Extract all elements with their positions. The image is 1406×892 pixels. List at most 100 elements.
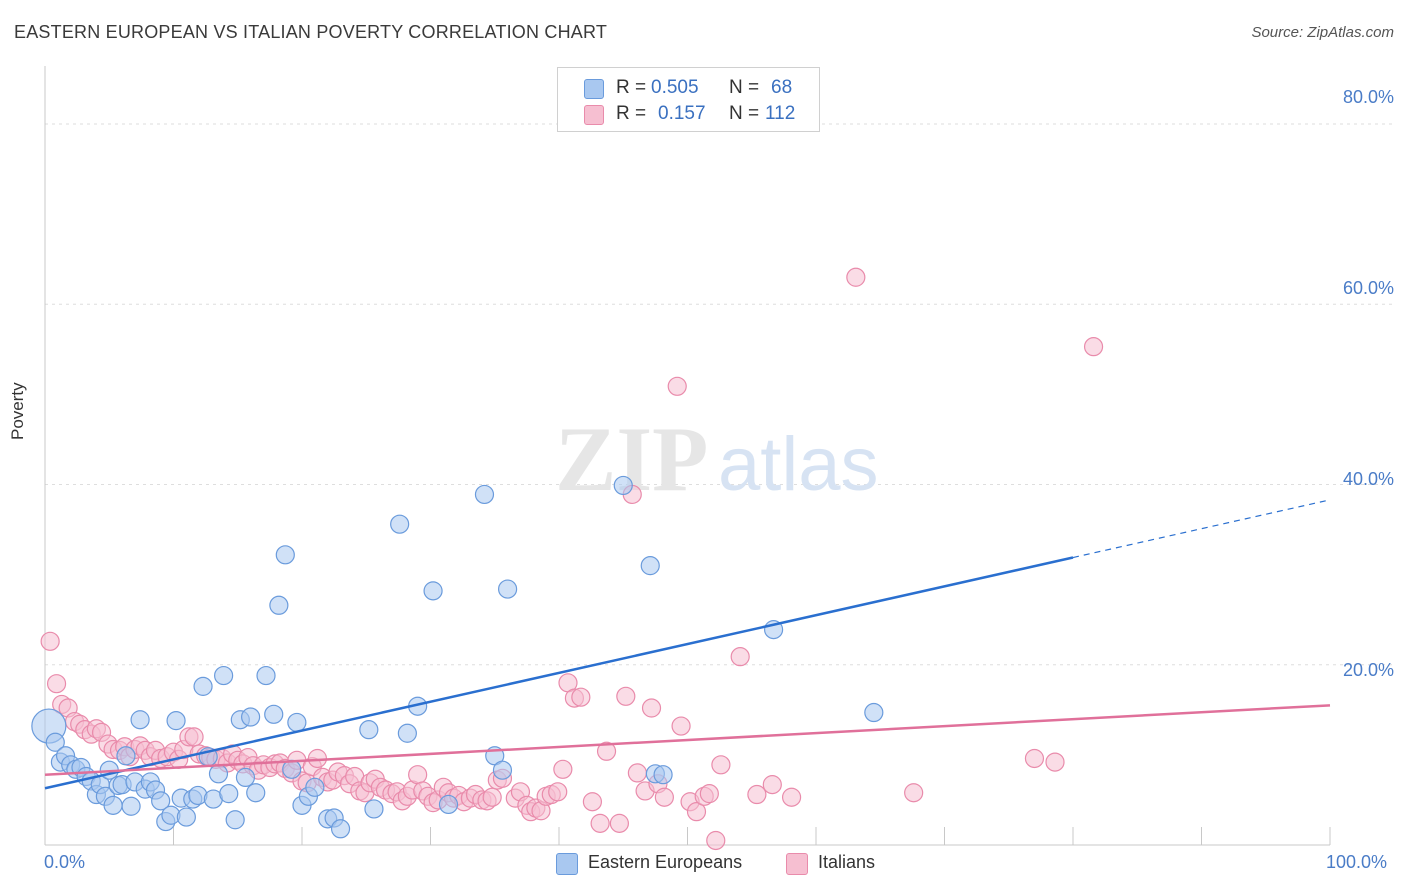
italians-point	[184, 727, 204, 747]
eastern-europeans-point	[219, 784, 239, 804]
legend-n-value: 112	[765, 103, 796, 124]
eastern-europeans-point	[241, 707, 261, 727]
eastern-europeans-point	[287, 712, 307, 733]
bottom-legend-swatch-italians	[786, 853, 808, 875]
eastern-europeans-point	[214, 665, 234, 686]
eastern-europeans-point	[269, 595, 289, 615]
italians-point	[667, 376, 687, 396]
eastern-europeans-point	[166, 711, 186, 731]
legend-swatch-eastern-europeans	[584, 79, 604, 99]
eastern-europeans-point	[864, 702, 884, 723]
eastern-europeans-trend-extension	[1072, 499, 1331, 559]
eastern-europeans-point	[275, 545, 295, 565]
eastern-europeans-point	[640, 556, 660, 576]
eastern-europeans-point	[498, 579, 518, 599]
italians-point	[627, 763, 647, 783]
eastern-europeans-point	[208, 764, 229, 784]
italians-point	[590, 813, 610, 833]
italians-point	[596, 741, 617, 761]
italians-point	[671, 716, 691, 736]
eastern-europeans-point	[282, 759, 302, 779]
legend-n-label: N =	[729, 103, 760, 124]
italians-point	[40, 631, 60, 651]
bottom-legend-label: Eastern Europeans	[588, 852, 743, 872]
eastern-europeans-point	[246, 783, 266, 803]
italians-point	[46, 674, 67, 694]
x-tick-label-min: 0.0%	[44, 852, 86, 872]
italians-point	[1045, 752, 1065, 772]
eastern-europeans-point	[176, 807, 196, 827]
eastern-europeans-trend-line	[44, 556, 1074, 790]
y-axis-label: Poverty	[8, 382, 27, 440]
legend-r-value: 0.505	[651, 77, 699, 98]
bottom-legend-swatch-eastern-europeans	[556, 853, 578, 875]
italians-point	[609, 813, 629, 833]
italians-point	[686, 802, 707, 822]
legend-r-value: 0.157	[658, 103, 706, 124]
eastern-europeans-point	[45, 732, 65, 752]
italians-point	[553, 759, 573, 779]
italians-point	[747, 784, 767, 805]
eastern-europeans-point	[256, 665, 276, 686]
eastern-europeans-point	[423, 581, 443, 601]
trend-lines	[44, 499, 1331, 790]
italians-point	[408, 765, 428, 785]
legend-r-label: R =	[616, 103, 647, 124]
eastern-europeans-point	[390, 514, 410, 534]
eastern-europeans-point	[264, 704, 284, 724]
eastern-europeans-point	[359, 720, 379, 740]
eastern-europeans-point	[397, 723, 417, 743]
eastern-europeans-point	[438, 794, 459, 815]
italians-point	[1083, 337, 1104, 357]
bottom-legend-label: Italians	[818, 852, 876, 872]
y-tick-label: 40.0%	[1342, 469, 1394, 489]
italians-point	[571, 687, 591, 707]
eastern-europeans-point	[193, 676, 213, 696]
italians-point	[482, 787, 502, 807]
italians-points	[40, 267, 1104, 851]
eastern-europeans-point	[364, 799, 384, 819]
eastern-europeans-point	[130, 710, 150, 730]
italians-point	[699, 784, 719, 804]
italians-point	[641, 698, 662, 718]
italians-point	[654, 787, 674, 807]
grid-lines	[45, 123, 1392, 666]
italians-point	[1024, 748, 1045, 769]
eastern-europeans-point	[151, 791, 171, 811]
italians-point	[582, 792, 603, 812]
eastern-europeans-point	[103, 795, 123, 815]
eastern-europeans-point	[225, 810, 245, 830]
eastern-europeans-point	[305, 777, 325, 797]
legend-n-label: N =	[729, 77, 760, 98]
italians-point	[616, 686, 636, 706]
watermark: ZIP atlas	[555, 408, 879, 510]
italians-point	[706, 830, 726, 851]
legend-n-value: 68	[771, 77, 793, 98]
italians-point	[548, 782, 568, 802]
eastern-europeans-point	[121, 796, 141, 816]
eastern-europeans-point	[235, 767, 256, 788]
italians-point	[846, 267, 866, 287]
italians-point	[762, 775, 782, 795]
y-tick-label: 20.0%	[1342, 660, 1394, 680]
chart-title: EASTERN EUROPEAN VS ITALIAN POVERTY CORR…	[14, 22, 608, 42]
legend: R = 0.505 N = 68 R = 0.157 N = 112	[557, 67, 820, 132]
x-tick-label-max: 100.0%	[1326, 852, 1388, 872]
watermark-atlas: atlas	[718, 422, 879, 507]
eastern-europeans-point	[653, 765, 673, 785]
italians-point	[711, 755, 731, 775]
italians-point	[904, 783, 924, 803]
italians-point	[781, 787, 802, 807]
eastern-europeans-point	[330, 819, 351, 839]
source-label: Source: ZipAtlas.com	[1251, 24, 1394, 41]
y-tick-label: 80.0%	[1342, 87, 1394, 107]
eastern-europeans-point	[492, 760, 513, 780]
eastern-europeans-point	[116, 746, 136, 766]
y-tick-label: 60.0%	[1342, 278, 1394, 298]
eastern-europeans-point	[613, 475, 633, 496]
eastern-europeans-point	[474, 484, 495, 505]
italians-point	[730, 647, 750, 667]
legend-swatch-italians	[584, 105, 604, 125]
legend-r-label: R =	[616, 77, 647, 98]
